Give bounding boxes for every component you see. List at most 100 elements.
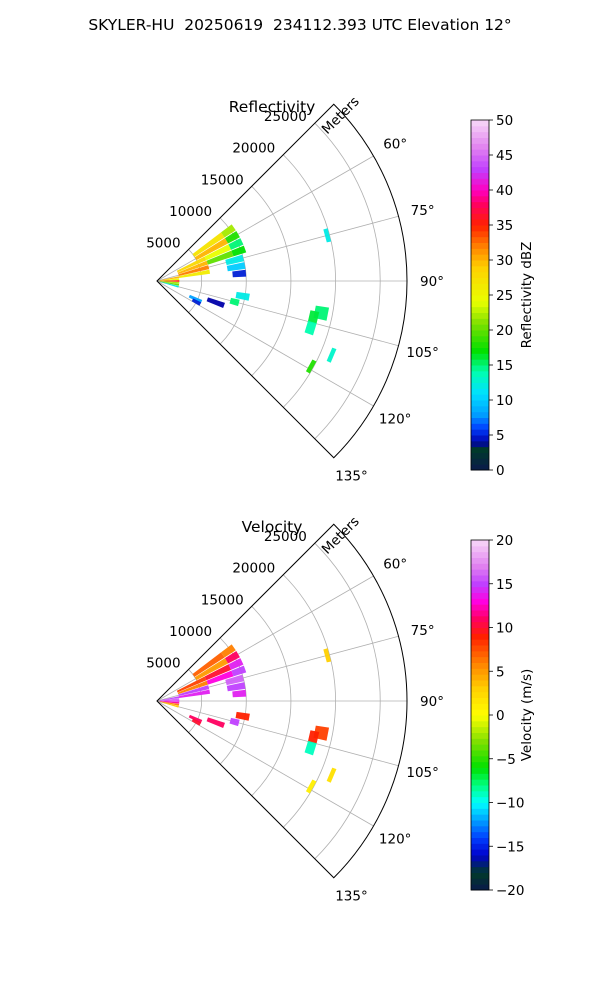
colorbar-segment (471, 773, 489, 780)
colorbar-segment (471, 697, 489, 704)
reflectivity-echo-cell (305, 359, 317, 374)
colorbar-segment (471, 417, 489, 424)
colorbar-tick-label: 0 (496, 463, 505, 479)
angle-tick-label: 135° (335, 468, 368, 484)
angle-tick-label: 90° (420, 274, 444, 290)
velocity-echo-cell (206, 670, 234, 685)
reflectivity-echo-cell (226, 262, 246, 272)
velocity-sector-frame (156, 523, 408, 879)
colorbar-segment (471, 446, 489, 453)
velocity-echo-cell (177, 680, 209, 695)
velocity-echo-cell (235, 711, 250, 721)
colorbar-segment (471, 335, 489, 343)
colorbar-segment (471, 236, 489, 243)
colorbar-segment (471, 347, 489, 354)
angle-tick-label: 120° (379, 832, 412, 848)
colorbar-segment (471, 551, 489, 558)
reflectivity-echo-cell (307, 310, 320, 325)
velocity-echo-cell (225, 674, 245, 686)
colorbar-segment (471, 318, 489, 325)
reflectivity-sector-frame (156, 103, 408, 459)
colorbar-tick-label: 5 (496, 428, 505, 444)
colorbar-segment (471, 166, 489, 173)
colorbar-segment (471, 440, 489, 448)
colorbar-segment (471, 388, 489, 395)
colorbar-segment (471, 353, 489, 360)
colorbar-segment (471, 884, 489, 891)
colorbar-segment (471, 621, 489, 628)
colorbar-tick-label: 20 (496, 533, 513, 549)
colorbar-segment (471, 435, 489, 442)
colorbar-segment (471, 627, 489, 634)
colorbar-segment (471, 843, 489, 850)
reflectivity-echo-cell (304, 320, 317, 336)
colorbar-segment (471, 289, 489, 296)
colorbar-segment (471, 359, 489, 366)
range-tick-label: 5000 (146, 655, 180, 671)
colorbar-segment (471, 242, 489, 249)
colorbar-tick-label: −20 (496, 883, 525, 899)
range-tick-label: 10000 (169, 624, 212, 640)
colorbar-segment (471, 802, 489, 809)
range-tick-label: 15000 (201, 172, 244, 188)
colorbar-tick-label: 30 (496, 253, 513, 269)
reflectivity-echo-cell (231, 245, 247, 257)
colorbar-segment (471, 207, 489, 214)
colorbar-segment (471, 575, 489, 582)
colorbar-segment (471, 732, 489, 739)
colorbar-segment (471, 685, 489, 693)
colorbar-segment (471, 680, 489, 687)
colorbar-segment (471, 825, 489, 833)
colorbar-segment (471, 265, 489, 273)
velocity-echo-cell (159, 701, 180, 706)
reflectivity-echo-cell (159, 281, 179, 288)
velocity-echo-cell (194, 658, 229, 681)
reflectivity-echo-cell (159, 281, 180, 286)
velocity-echo-cell (159, 701, 179, 708)
velocity-echo-cell (307, 730, 320, 745)
colorbar-segment (471, 137, 489, 144)
colorbar-segment (471, 178, 489, 185)
colorbar-tick-label: 0 (496, 708, 505, 724)
colorbar-segment (471, 750, 489, 757)
colorbar-segment (471, 580, 489, 588)
colorbar-segment (471, 639, 489, 646)
angle-tick-label: 60° (383, 137, 407, 153)
colorbar-segment (471, 405, 489, 413)
colorbar-segment (471, 674, 489, 681)
colorbar-segment (471, 720, 489, 728)
colorbar-segment (471, 866, 489, 873)
range-tick-label: 5000 (146, 235, 180, 251)
colorbar-segment (471, 860, 489, 868)
reflectivity-colorbar-label: Reflectivity dBZ (519, 242, 535, 349)
colorbar-segment (471, 324, 489, 331)
reflectivity-echo-cell (191, 298, 202, 306)
colorbar-segment (471, 592, 489, 599)
reflectivity-echo-cell (159, 278, 180, 281)
colorbar-tick-label: 35 (496, 218, 513, 234)
range-tick-label: 10000 (169, 204, 212, 220)
range-tick-label: 20000 (232, 561, 275, 577)
colorbar-tick-label: 20 (496, 323, 513, 339)
colorbar-segment (471, 586, 489, 593)
colorbar-segment (471, 306, 489, 313)
colorbar-segment (471, 312, 489, 319)
velocity-echo-cell (228, 658, 244, 670)
colorbar-segment (471, 172, 489, 179)
reflectivity-echo-cell (192, 232, 225, 257)
colorbar-segment (471, 219, 489, 226)
colorbar-segment (471, 254, 489, 261)
reflectivity-echo-cell (159, 276, 180, 281)
colorbar-tick-label: 40 (496, 183, 513, 199)
angle-tick-label: 105° (406, 345, 439, 361)
figure-title: SKYLER-HU 20250619 234112.393 UTC Elevat… (88, 16, 512, 34)
velocity-echo-cell (323, 648, 332, 663)
velocity-echo-cell (191, 718, 202, 726)
colorbar-segment (471, 540, 489, 547)
colorbar-tick-label: 10 (496, 393, 513, 409)
colorbar-segment (471, 277, 489, 284)
colorbar-segment (471, 411, 489, 418)
colorbar-segment (471, 260, 489, 267)
colorbar-segment (471, 225, 489, 232)
colorbar-segment (471, 656, 489, 663)
